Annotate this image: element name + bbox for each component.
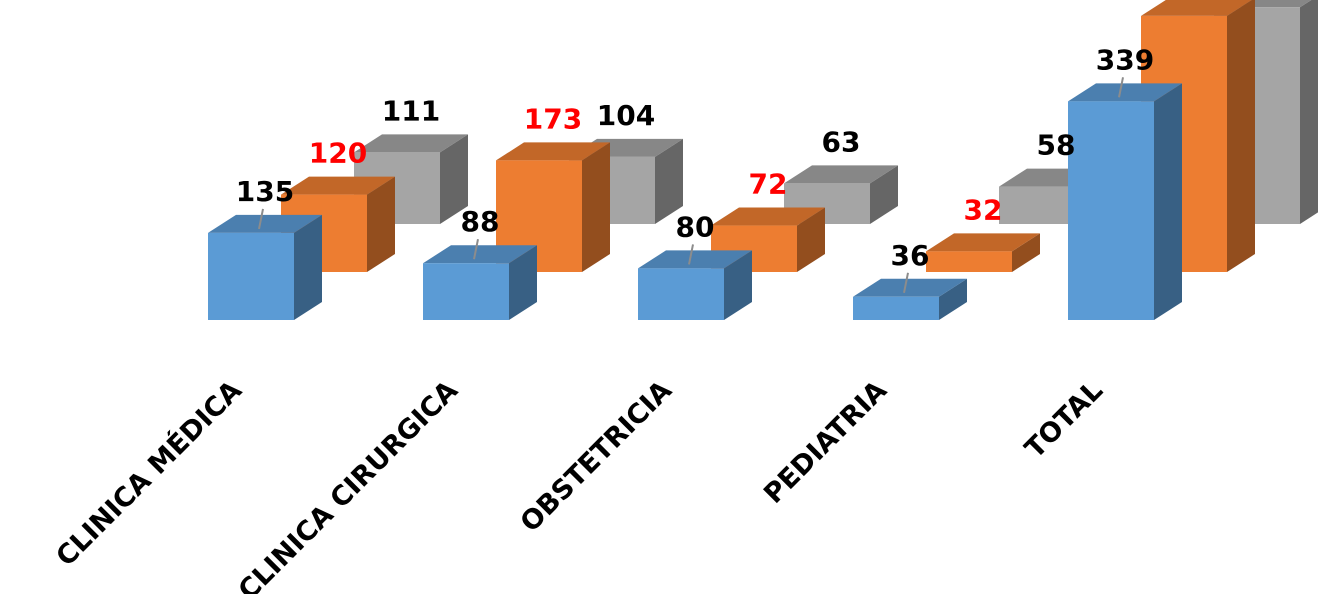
bar-obstetricia-s3: [784, 165, 898, 224]
data-label: 32: [964, 193, 1003, 226]
bar-total-s1: [1068, 83, 1182, 320]
bar-top-face: [1141, 0, 1252, 16]
bar-front-face: [208, 232, 294, 320]
bar-side-face: [870, 165, 898, 224]
bar-top-face: [281, 176, 395, 195]
bar-clinica-medica-s1: [208, 214, 322, 320]
bar-front-face: [926, 251, 1012, 272]
bar-top-face: [354, 134, 468, 153]
bar-top-face: [711, 207, 825, 226]
data-labels-layer: 33658631041113973272173120339368088135: [236, 43, 1154, 293]
category-label-clinica-cirurgica: CLINICA CIRURGICA: [233, 375, 464, 594]
label-leader-line: [903, 272, 909, 293]
data-label: 339: [1096, 43, 1154, 76]
bar-total-s2: [1141, 0, 1255, 273]
bar-side-face: [1012, 233, 1040, 272]
bars-layer: [208, 0, 1318, 320]
data-label: 36: [891, 239, 930, 272]
label-leader-line: [258, 208, 264, 230]
bar-top-face: [496, 142, 610, 161]
data-label: 135: [236, 175, 294, 208]
category-label-pediatria: PEDIATRIA: [758, 375, 893, 510]
bar-pediatria-s1: [853, 278, 967, 320]
bar-top-face: [208, 214, 322, 233]
label-leader-line: [473, 239, 479, 260]
bar-front-face: [638, 268, 724, 320]
bar-front-face: [423, 263, 509, 320]
bar-top-face: [423, 245, 537, 264]
data-label: 63: [822, 125, 861, 158]
data-label: 58: [1037, 129, 1076, 162]
bar-top-face: [853, 278, 967, 297]
data-label: 173: [524, 102, 582, 135]
bar-obstetricia-s1: [638, 250, 752, 320]
bar-side-face: [582, 142, 610, 272]
category-label-clinica-medica: CLINICA MÉDICA: [50, 374, 248, 572]
data-label: 72: [749, 168, 788, 201]
category-label-obstetricia: OBSTETRICIA: [515, 375, 678, 538]
bar-top-face: [1068, 83, 1182, 102]
bar-side-face: [1300, 0, 1318, 224]
category-label-total: TOTAL: [1019, 375, 1109, 465]
bar-top-face: [638, 250, 752, 269]
bar-side-face: [294, 214, 322, 320]
bar-top-face: [926, 233, 1040, 252]
bar-side-face: [655, 138, 683, 224]
bar-side-face: [440, 134, 468, 224]
bar-side-face: [939, 278, 967, 320]
bar-side-face: [509, 245, 537, 320]
bar-pediatria-s2: [926, 233, 1040, 272]
bar-front-face: [853, 296, 939, 320]
bar-side-face: [797, 207, 825, 272]
bar-side-face: [1154, 83, 1182, 320]
bar-side-face: [1227, 0, 1255, 272]
bar-top-face: [784, 165, 898, 184]
data-label: 104: [597, 99, 655, 132]
bar-side-face: [724, 250, 752, 320]
bar-clinica-cirurgica-s2: [496, 142, 610, 272]
bar-clinica-cirurgica-s1: [423, 245, 537, 320]
data-label: 80: [676, 210, 715, 243]
label-leader-line: [1118, 77, 1124, 98]
bar-front-face: [1068, 101, 1154, 320]
label-leader-line: [688, 244, 694, 265]
data-label: 111: [382, 94, 440, 127]
data-label: 120: [309, 137, 367, 170]
data-label: 88: [461, 205, 500, 238]
bar-side-face: [367, 176, 395, 272]
